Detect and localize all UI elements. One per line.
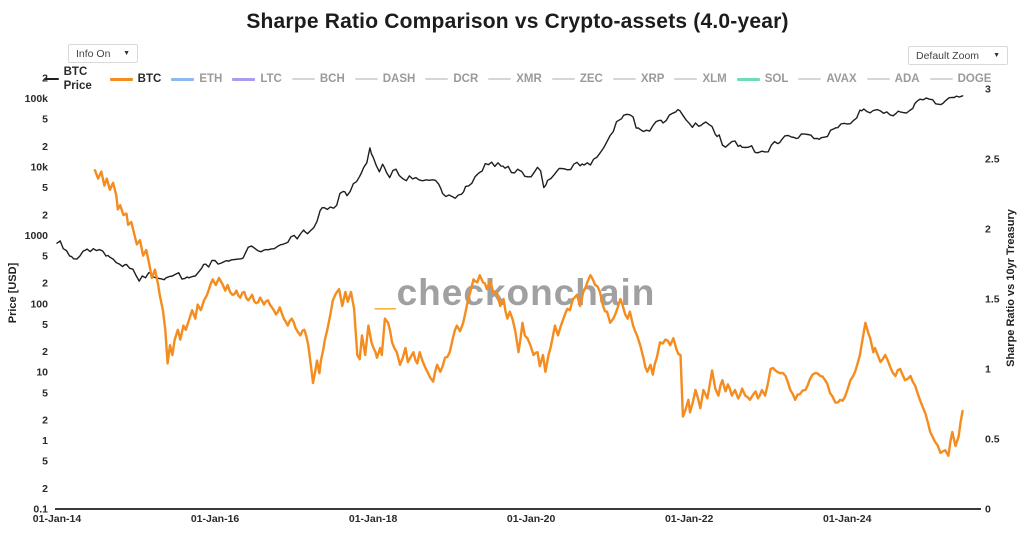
legend-item-label: ZEC bbox=[579, 73, 603, 85]
legend-item-label: ETH bbox=[199, 73, 223, 85]
chevron-down-icon: ▼ bbox=[123, 50, 130, 57]
legend-item-label: SOL bbox=[764, 73, 789, 85]
legend-item-dcr[interactable]: DCR bbox=[425, 72, 478, 86]
price-tick-label: 10k bbox=[30, 162, 48, 174]
price-tick-label: 1000 bbox=[25, 230, 49, 242]
page-title: Sharpe Ratio Comparison vs Crypto-assets… bbox=[246, 10, 789, 33]
legend-item-xlm[interactable]: XLM bbox=[674, 72, 727, 86]
info-dropdown-label: Info On bbox=[76, 47, 111, 60]
sharpe-tick-label: 2.5 bbox=[985, 154, 1000, 166]
legend-line-swatch bbox=[425, 78, 449, 80]
legend-line-swatch bbox=[866, 78, 890, 80]
legend-line-swatch bbox=[232, 77, 256, 81]
date-tick-label: 01-Jan-16 bbox=[191, 513, 240, 525]
legend-item-xrp[interactable]: XRP bbox=[612, 72, 665, 86]
price-tick-label: 2 bbox=[42, 278, 48, 290]
legend: BTC Price BTC ETH LTC BCH DASH DCR XMR ZEC XRP XLM… bbox=[43, 65, 991, 93]
info-dropdown[interactable]: Info On ▼ bbox=[68, 44, 138, 63]
legend-item-label: ADA bbox=[894, 73, 920, 85]
sharpe-tick-label: 0 bbox=[985, 504, 991, 516]
left-axis-title: Price [USD] bbox=[7, 262, 19, 324]
price-tick-label: 5 bbox=[42, 250, 48, 262]
price-tick-label: 5 bbox=[42, 456, 48, 468]
legend-line-swatch bbox=[674, 78, 698, 80]
legend-line-swatch bbox=[43, 78, 59, 80]
sharpe-tick-label: 1 bbox=[985, 364, 991, 376]
legend-line-swatch bbox=[929, 78, 953, 80]
legend-item-label: BCH bbox=[319, 73, 345, 85]
price-tick-label: 0.1 bbox=[33, 504, 48, 516]
price-tick-label: 2 bbox=[42, 73, 48, 85]
price-tick-label: 5 bbox=[42, 387, 48, 399]
legend-line-swatch bbox=[612, 78, 636, 80]
legend-item-zec[interactable]: ZEC bbox=[551, 72, 603, 86]
legend-item-doge[interactable]: DOGE bbox=[929, 72, 992, 86]
legend-item-bch[interactable]: BCH bbox=[291, 72, 345, 86]
legend-item-xmr[interactable]: XMR bbox=[488, 72, 542, 86]
sharpe-tick-label: 1.5 bbox=[985, 294, 1000, 306]
series-line-btc-price bbox=[56, 95, 964, 282]
sharpe-tick-label: 0.5 bbox=[985, 434, 1000, 446]
right-axis-title: Sharpe Ratio vs 10yr Treasury bbox=[1005, 209, 1017, 367]
sharpe-tick-label: 2 bbox=[985, 224, 991, 236]
legend-item-btc[interactable]: BTC bbox=[109, 72, 162, 86]
legend-item-label: DCR bbox=[453, 73, 479, 85]
legend-item-eth[interactable]: ETH bbox=[171, 72, 222, 86]
legend-item-label: XMR bbox=[516, 73, 542, 85]
legend-item-label: DASH bbox=[382, 73, 416, 85]
chevron-down-icon: ▼ bbox=[993, 52, 1000, 59]
legend-item-ada[interactable]: ADA bbox=[866, 72, 920, 86]
legend-line-swatch bbox=[109, 77, 133, 81]
watermark-underscore: _ bbox=[375, 272, 397, 313]
legend-item-label: XRP bbox=[640, 73, 665, 85]
price-tick-label: 5 bbox=[42, 182, 48, 194]
price-tick-label: 10 bbox=[36, 367, 48, 379]
price-tick-label: 100 bbox=[30, 298, 48, 310]
legend-line-swatch bbox=[488, 78, 512, 80]
legend-line-swatch bbox=[551, 78, 575, 80]
legend-item-label: LTC bbox=[260, 73, 282, 85]
price-tick-label: 2 bbox=[42, 346, 48, 358]
price-tick-label: 5 bbox=[42, 114, 48, 126]
legend-line-swatch bbox=[171, 77, 195, 81]
legend-item-label: XLM bbox=[702, 73, 727, 85]
price-tick-label: 2 bbox=[42, 483, 48, 495]
watermark: _checkonchain bbox=[375, 272, 655, 314]
watermark-text: checkonchain bbox=[396, 272, 656, 313]
legend-item-label: DOGE bbox=[957, 73, 992, 85]
legend-item-dash[interactable]: DASH bbox=[354, 72, 416, 86]
date-tick-label: 01-Jan-14 bbox=[33, 513, 82, 525]
date-tick-label: 01-Jan-20 bbox=[507, 513, 556, 525]
zoom-dropdown-label: Default Zoom bbox=[916, 49, 980, 62]
legend-item-avax[interactable]: AVAX bbox=[798, 72, 857, 86]
legend-line-swatch bbox=[354, 78, 378, 80]
legend-item-sol[interactable]: SOL bbox=[736, 72, 789, 86]
price-tick-label: 2 bbox=[42, 415, 48, 427]
date-tick-label: 01-Jan-22 bbox=[665, 513, 714, 525]
legend-item-btc-price[interactable]: BTC Price bbox=[43, 65, 100, 93]
zoom-dropdown[interactable]: Default Zoom ▼ bbox=[908, 46, 1008, 65]
legend-item-ltc[interactable]: LTC bbox=[232, 72, 282, 86]
legend-item-label: BTC bbox=[137, 73, 162, 85]
legend-line-swatch bbox=[736, 77, 760, 81]
series-line-btc bbox=[93, 168, 964, 457]
price-tick-label: 2 bbox=[42, 209, 48, 221]
date-tick-label: 01-Jan-18 bbox=[349, 513, 398, 525]
price-tick-label: 5 bbox=[42, 319, 48, 331]
legend-line-swatch bbox=[798, 78, 822, 80]
legend-item-label: AVAX bbox=[826, 73, 857, 85]
legend-line-swatch bbox=[291, 78, 315, 80]
price-tick-label: 100k bbox=[25, 93, 49, 105]
price-tick-label: 1 bbox=[42, 435, 48, 447]
date-tick-label: 01-Jan-24 bbox=[823, 513, 872, 525]
price-tick-label: 2 bbox=[42, 141, 48, 153]
sharpe-tick-label: 3 bbox=[985, 84, 991, 96]
legend-item-label: BTC Price bbox=[63, 66, 92, 92]
